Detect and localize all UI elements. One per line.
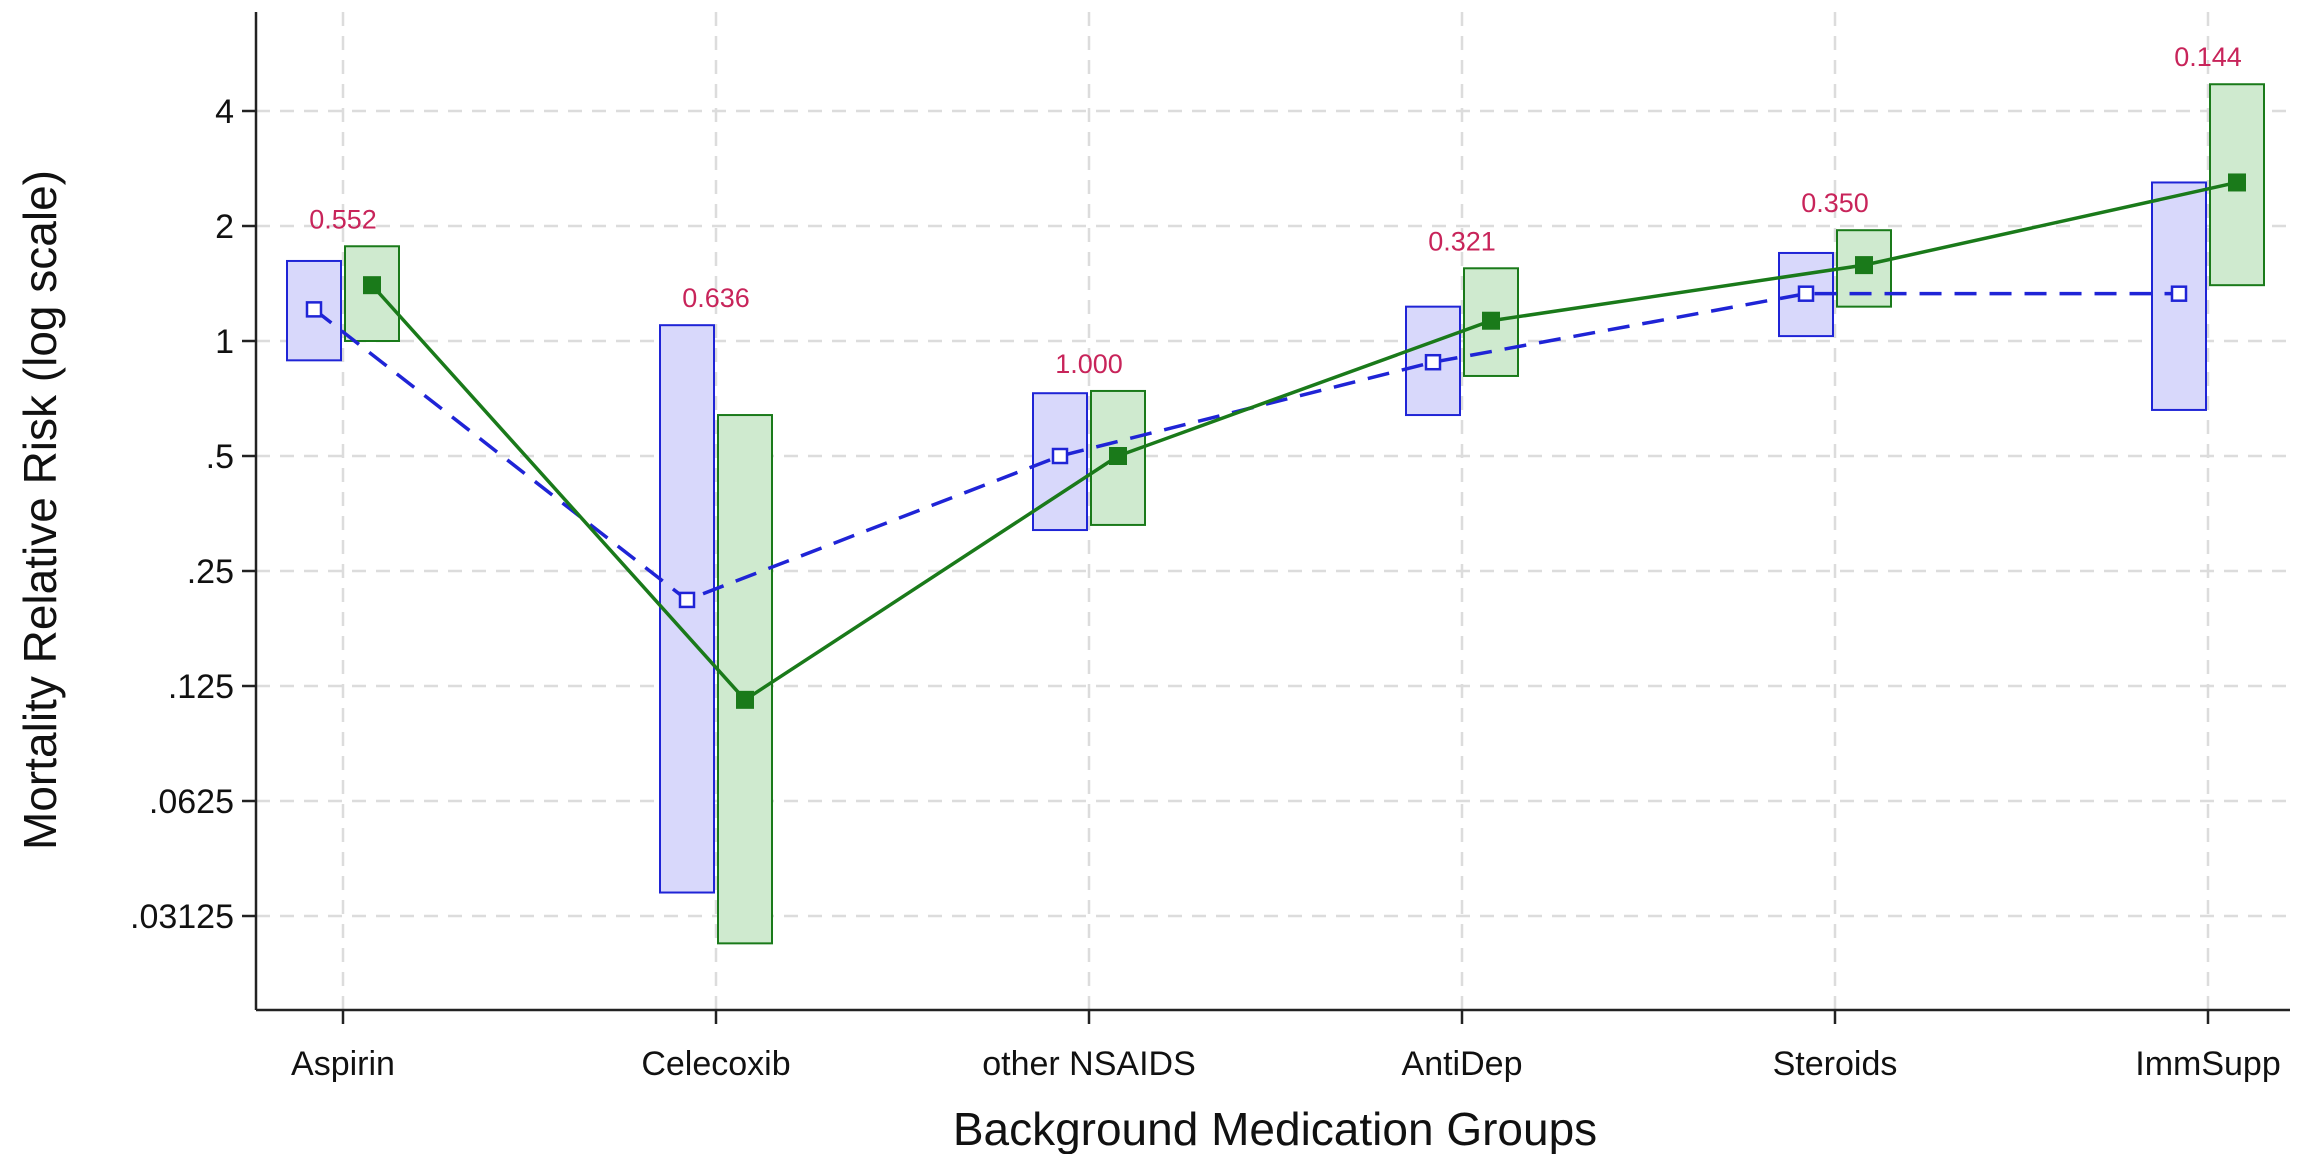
data-point-marker [2170, 285, 2188, 302]
data-point-marker [678, 591, 696, 609]
data-point-marker [736, 690, 754, 709]
data-point-marker [1482, 311, 1500, 330]
data-point-marker [1424, 353, 1442, 371]
data-point-marker [1109, 447, 1127, 465]
x-tick-label: Steroids [1773, 1045, 1898, 1083]
y-tick-label: .0625 [149, 783, 234, 821]
axes [254, 12, 2290, 1012]
data-point-marker [1797, 285, 1815, 302]
p-value-annotations: 0.552 0.636 1.000 0.321 0.350 0.144 [309, 42, 2242, 379]
y-axis-title: Mortality Relative Risk (log scale) [14, 170, 66, 850]
x-axis-title: Background Medication Groups [953, 1103, 1597, 1154]
p-value-label: 0.321 [1428, 226, 1496, 256]
p-value-label: 0.144 [2174, 42, 2242, 72]
data-point-marker [1855, 256, 1873, 275]
p-value-label: 1.000 [1055, 349, 1123, 379]
y-tick-label: 4 [215, 93, 234, 131]
y-tick-label: .125 [168, 668, 234, 706]
data-point-marker [2228, 173, 2246, 192]
series-line [370, 180, 2238, 703]
point-markers [305, 173, 2246, 709]
data-point-marker [305, 301, 323, 318]
x-tick-label: Celecoxib [641, 1045, 790, 1083]
y-tick-label: .5 [206, 438, 234, 476]
x-tick-label: AntiDep [1402, 1045, 1523, 1083]
y-tick-label: .03125 [130, 898, 234, 936]
y-tick-label: .25 [187, 553, 234, 591]
x-tick-label: other NSAIDS [982, 1045, 1196, 1083]
p-value-label: 0.636 [682, 283, 750, 313]
axis-labels: .03125 .0625 .125 .25 .5 1 2 4 Aspirin Celecoxib o… [130, 93, 2281, 1083]
ci-box [659, 324, 715, 894]
series-line [312, 291, 2179, 602]
x-tick-label: Aspirin [291, 1045, 395, 1083]
series-lines [312, 180, 2238, 703]
y-tick-label: 2 [215, 208, 234, 246]
confidence-interval-boxes [286, 83, 2265, 945]
grid-lines [256, 12, 2290, 1010]
y-tick-label: 1 [215, 323, 234, 361]
p-value-label: 0.552 [309, 204, 377, 234]
x-tick-label: ImmSupp [2135, 1045, 2281, 1083]
data-point-marker [363, 276, 381, 295]
data-point-marker [1051, 447, 1069, 465]
p-value-label: 0.350 [1801, 188, 1869, 218]
